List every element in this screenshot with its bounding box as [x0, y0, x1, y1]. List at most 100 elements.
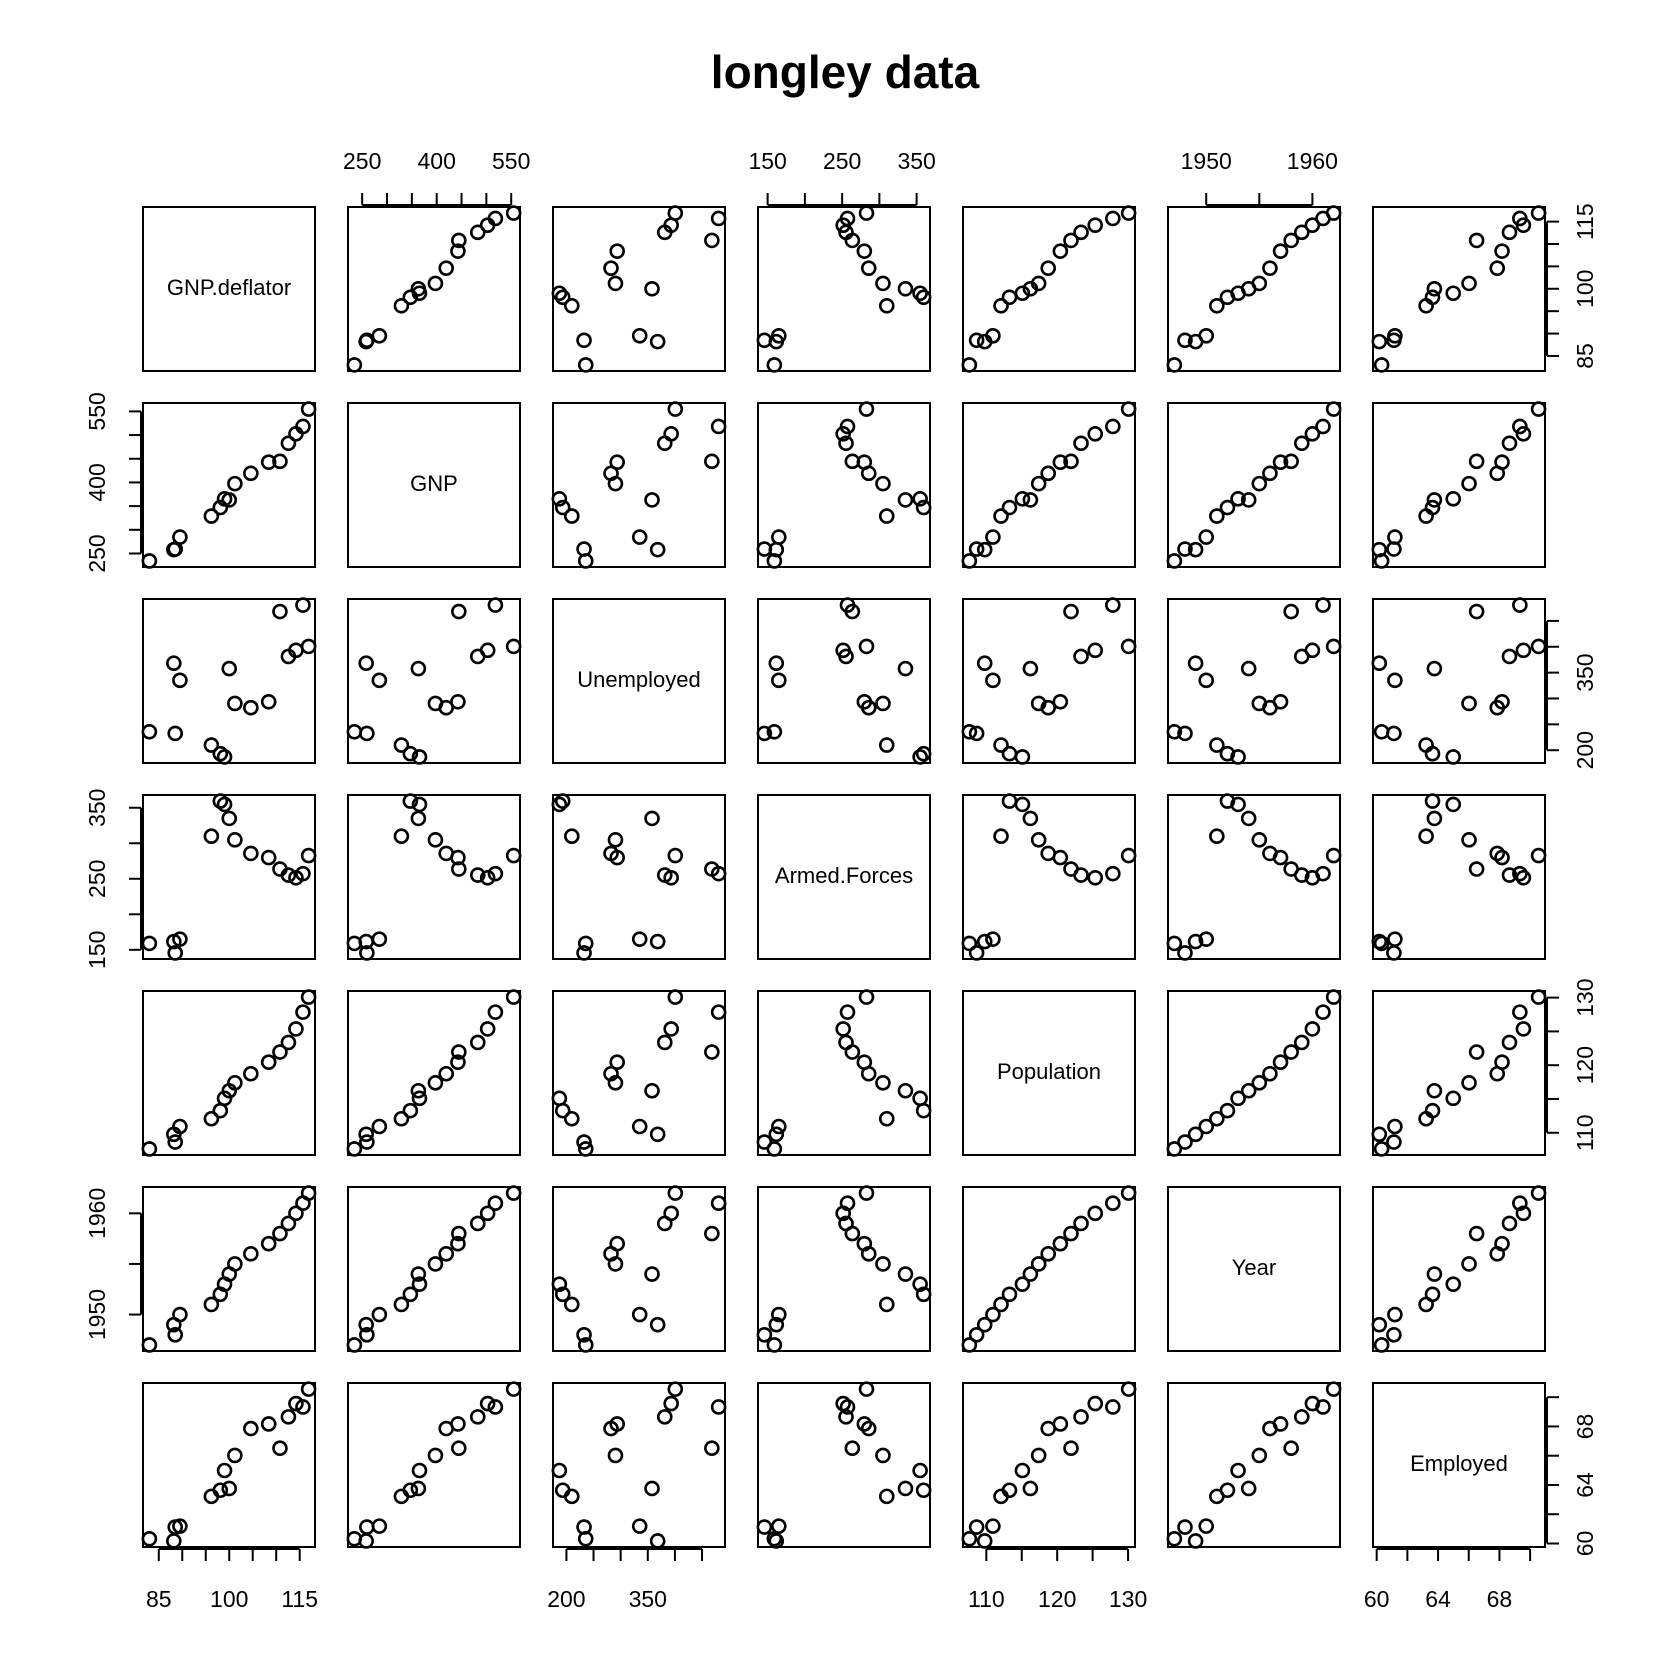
point — [1315, 597, 1331, 613]
point — [1530, 401, 1547, 417]
point — [897, 1480, 914, 1497]
point — [1387, 1118, 1403, 1135]
point — [667, 847, 684, 864]
point — [1001, 499, 1018, 516]
point — [479, 1395, 496, 1412]
point — [993, 1296, 1009, 1313]
panel-frame — [757, 1382, 931, 1548]
point — [1177, 541, 1193, 557]
point — [856, 1235, 873, 1252]
point — [968, 1519, 985, 1535]
point — [1387, 327, 1403, 344]
point — [203, 1296, 220, 1313]
panel-frame — [757, 1186, 931, 1352]
x-tick-label: 60 — [1364, 1586, 1390, 1612]
point — [1063, 1225, 1079, 1242]
variable-label: Unemployed — [577, 667, 701, 692]
point — [469, 1409, 486, 1425]
panel-frame — [1167, 402, 1341, 568]
point — [1187, 655, 1204, 672]
panel-frame — [347, 1186, 521, 1352]
panel-frame — [142, 990, 316, 1156]
point — [644, 810, 660, 827]
panel-frame — [962, 402, 1136, 568]
point — [1293, 1034, 1310, 1051]
point — [1494, 1054, 1510, 1070]
point — [1304, 426, 1321, 442]
point — [1424, 1102, 1441, 1119]
point — [1262, 1065, 1278, 1082]
point — [300, 847, 317, 864]
point — [756, 1134, 773, 1150]
point — [167, 725, 184, 742]
point — [1087, 1205, 1104, 1222]
point — [1198, 672, 1215, 689]
x-tick-label: 200 — [547, 1586, 585, 1612]
point — [1371, 333, 1388, 350]
point — [1418, 828, 1434, 845]
point — [358, 333, 374, 350]
point — [1304, 1021, 1321, 1037]
point — [487, 1195, 504, 1211]
point — [1022, 660, 1039, 677]
point — [1315, 1004, 1331, 1020]
point — [644, 492, 660, 508]
point — [1494, 454, 1510, 470]
point — [976, 1316, 993, 1333]
point — [875, 695, 891, 712]
point — [166, 1533, 182, 1549]
point — [411, 1462, 428, 1479]
point — [1283, 1440, 1299, 1457]
point — [172, 1118, 188, 1135]
point — [1371, 655, 1388, 672]
panel-frame — [142, 1382, 316, 1548]
point — [663, 869, 679, 886]
panel-frame — [1372, 402, 1546, 568]
point — [1371, 1126, 1388, 1143]
point — [1198, 1118, 1215, 1135]
point — [427, 1256, 444, 1272]
point — [577, 357, 594, 373]
point — [402, 793, 419, 809]
point — [1530, 205, 1547, 221]
point — [577, 1337, 594, 1353]
point — [260, 849, 277, 866]
point — [393, 1296, 410, 1313]
x-tick-label: 120 — [1038, 1586, 1076, 1612]
x-tick-label: 400 — [417, 148, 455, 174]
point — [576, 541, 592, 557]
point — [838, 1215, 854, 1232]
point — [649, 933, 666, 950]
point — [272, 453, 288, 470]
panel-frame — [347, 794, 521, 960]
point — [1461, 1075, 1477, 1091]
panel-frame — [757, 990, 931, 1156]
point — [1251, 475, 1268, 492]
point — [1371, 933, 1388, 950]
x-tick-label: 100 — [210, 1586, 248, 1612]
point — [427, 275, 444, 292]
point — [649, 1316, 666, 1333]
point — [451, 1225, 467, 1242]
point — [875, 1075, 891, 1091]
point — [858, 989, 875, 1005]
point — [1001, 1482, 1018, 1499]
x-tick-label: 1960 — [1287, 148, 1338, 174]
point — [438, 260, 455, 276]
point — [1187, 1533, 1204, 1549]
point — [272, 1440, 288, 1457]
point — [704, 453, 720, 470]
point — [603, 1065, 619, 1082]
panel-frame — [1372, 1382, 1546, 1548]
y-tick-label: 64 — [1572, 1472, 1598, 1498]
point — [1166, 1141, 1183, 1157]
point — [1512, 1004, 1528, 1020]
point — [839, 597, 856, 613]
x-tick-label: 64 — [1425, 1586, 1451, 1612]
panel-frame — [757, 402, 931, 568]
point — [1063, 232, 1079, 249]
point — [576, 1134, 592, 1150]
point — [1386, 725, 1402, 742]
point — [1373, 1337, 1390, 1353]
point — [359, 1519, 375, 1535]
